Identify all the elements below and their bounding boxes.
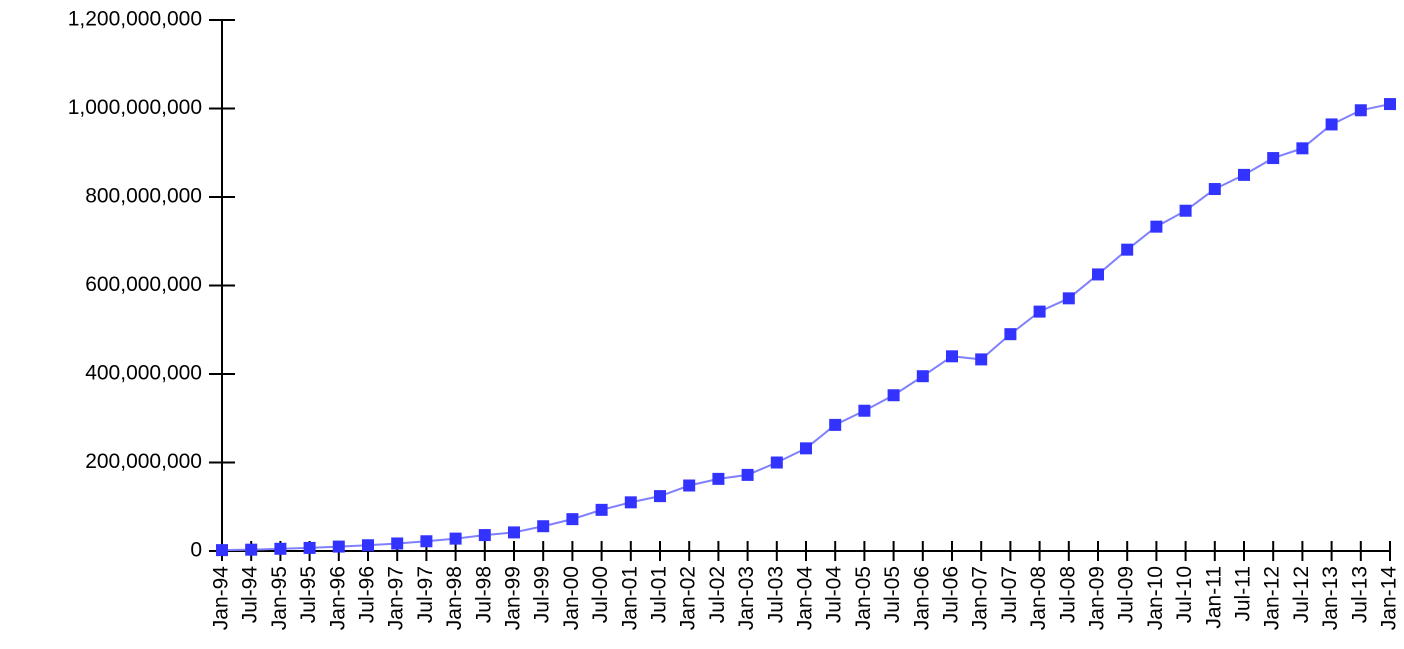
x-tick-label: Jan-99 (502, 566, 525, 630)
y-tick-label: 1,000,000,000 (68, 96, 202, 119)
x-tick-label: Jan-02 (677, 566, 700, 630)
data-point (741, 468, 754, 481)
data-point (654, 490, 666, 503)
x-tick-label: Jan-00 (560, 566, 583, 630)
data-point (1179, 204, 1192, 217)
data-point (362, 539, 374, 552)
x-tick-label: Jul-99 (531, 566, 554, 623)
data-point (420, 535, 433, 548)
x-tick-label: Jan-98 (443, 566, 466, 630)
x-tick-label: Jul-04 (823, 566, 846, 624)
y-tick-label: 800,000,000 (85, 185, 202, 208)
y-tick-label: 1,200,000,000 (68, 8, 202, 31)
data-point (391, 537, 404, 550)
x-tick-label: Jan-10 (1144, 566, 1167, 630)
data-point (887, 389, 900, 402)
x-tick-label: Jul-05 (881, 566, 904, 623)
data-point (449, 532, 462, 545)
x-tick-label: Jan-08 (1027, 566, 1050, 630)
x-tick-label: Jul-00 (589, 566, 612, 623)
x-tick-label: Jan-94 (210, 566, 233, 631)
data-point (829, 418, 842, 431)
data-point (537, 520, 550, 533)
x-tick-label: Jan-09 (1086, 566, 1109, 630)
x-tick-label: Jan-07 (969, 566, 992, 630)
x-tick-label: Jan-04 (794, 566, 817, 631)
x-tick-label: Jul-96 (356, 566, 379, 623)
y-tick-label: 200,000,000 (85, 450, 202, 473)
data-point (1208, 183, 1221, 196)
data-point (1384, 98, 1396, 111)
data-point (770, 456, 783, 469)
data-point (332, 540, 345, 553)
x-tick-label: Jan-11 (1202, 566, 1225, 629)
data-point (566, 513, 579, 526)
data-point (303, 541, 316, 554)
x-tick-label: Jan-01 (618, 566, 641, 630)
y-tick-label: 400,000,000 (85, 362, 202, 385)
data-point (946, 350, 958, 363)
data-point (1150, 220, 1163, 233)
x-tick-label: Jan-06 (910, 566, 933, 630)
x-tick-label: Jul-13 (1348, 566, 1371, 623)
data-point (1062, 292, 1075, 305)
data-point (1238, 168, 1250, 181)
x-tick-label: Jul-02 (706, 566, 729, 623)
series-line (221, 103, 1391, 552)
x-tick-label: Jul-95 (297, 566, 320, 623)
data-point (800, 442, 812, 455)
data-point (245, 543, 258, 556)
data-point (1033, 305, 1046, 318)
data-point (478, 529, 491, 542)
data-point (1092, 268, 1104, 281)
x-tick-label: Jul-94 (239, 566, 262, 624)
x-tick-label: Jan-12 (1261, 566, 1284, 630)
y-tick-label: 0 (190, 539, 202, 562)
x-tick-label: Jan-96 (326, 566, 349, 630)
x-tick-label: Jan-13 (1319, 566, 1342, 630)
x-tick-label: Jul-12 (1290, 566, 1313, 623)
x-tick-label: Jul-08 (1056, 566, 1079, 623)
x-axis: Jan-94 Jul-94 Jan-95 Jul-95 Jan-96 Jul-96 Jan-… (210, 541, 1401, 630)
data-point (1325, 118, 1338, 131)
x-tick-label: Jul-11 (1232, 566, 1255, 622)
y-axis: 0 200,000,000 400,000,000 600,000,000 800,00… (68, 8, 235, 562)
x-tick-label: Jul-03 (764, 566, 787, 623)
data-point (1121, 243, 1134, 256)
data-point (624, 496, 637, 509)
x-tick-label: Jan-97 (385, 566, 408, 630)
x-tick-label: Jul-98 (472, 566, 495, 623)
x-tick-label: Jul-97 (414, 566, 437, 623)
x-tick-label: Jul-10 (1173, 566, 1196, 623)
x-tick-label: Jan-03 (735, 566, 758, 630)
data-point (712, 472, 725, 485)
data-point (274, 542, 287, 555)
x-tick-label: Jan-05 (852, 566, 875, 630)
x-tick-label: Jul-06 (940, 566, 963, 623)
data-point (1354, 104, 1367, 117)
data-point (916, 370, 929, 383)
x-tick-label: Jul-09 (1115, 566, 1138, 623)
data-point (975, 353, 988, 366)
data-point (216, 544, 228, 557)
data-point (508, 526, 520, 539)
y-tick-label: 600,000,000 (85, 273, 202, 296)
data-point (683, 479, 696, 492)
x-tick-label: Jul-01 (648, 566, 671, 623)
data-point (858, 404, 871, 417)
data-point (1267, 152, 1280, 165)
series-capacity (216, 98, 1396, 557)
data-point (1004, 328, 1017, 341)
data-point (1296, 142, 1309, 155)
x-tick-label: Jan-95 (268, 566, 291, 630)
x-tick-label: Jan-14 (1378, 566, 1401, 631)
data-point (595, 503, 608, 516)
x-tick-label: Jul-07 (998, 566, 1021, 623)
